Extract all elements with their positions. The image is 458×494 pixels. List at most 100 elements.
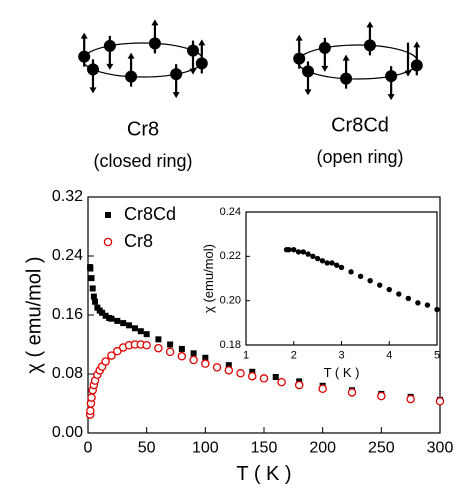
point — [154, 343, 163, 353]
arrow-head — [304, 89, 312, 96]
point — [142, 340, 151, 350]
y-axis-title: χ ( emu/mol ) — [23, 256, 45, 373]
point — [435, 397, 445, 406]
point — [87, 393, 96, 402]
ring — [82, 42, 204, 78]
point — [99, 309, 106, 316]
point — [249, 368, 256, 375]
y-tick-label: 0.24 — [220, 206, 241, 218]
arrow-head — [404, 70, 412, 77]
point — [212, 363, 222, 372]
y-tick-label: 0.24 — [52, 247, 83, 264]
point — [102, 312, 109, 319]
point — [405, 295, 412, 302]
ion — [385, 70, 398, 83]
ion — [78, 50, 91, 63]
arrow-head — [172, 92, 180, 99]
ion — [86, 63, 99, 76]
ring-name: Cr8 — [127, 118, 159, 140]
point — [107, 351, 116, 360]
ion — [187, 44, 200, 57]
point — [434, 306, 440, 313]
point — [88, 275, 95, 282]
x-tick-label: 2 — [291, 349, 297, 361]
x-tick-label: 50 — [138, 439, 156, 456]
point — [272, 373, 279, 380]
point — [236, 369, 245, 378]
legend-marker — [103, 237, 113, 247]
legend-marker — [105, 212, 111, 218]
point — [415, 300, 421, 306]
point — [178, 345, 185, 352]
point — [113, 346, 122, 356]
point — [202, 354, 209, 361]
ring-diagrams — [78, 19, 423, 101]
plot-frame — [245, 211, 438, 346]
point — [357, 273, 364, 279]
y-tick-label: 0.00 — [52, 424, 83, 441]
arrow-head — [106, 63, 114, 70]
ion — [170, 68, 183, 81]
point — [347, 388, 357, 397]
point — [167, 341, 174, 348]
ion — [363, 39, 376, 52]
point — [406, 394, 415, 404]
point — [155, 336, 162, 343]
point — [90, 293, 97, 300]
point — [324, 260, 330, 266]
point — [334, 262, 340, 268]
point — [338, 264, 345, 271]
point — [294, 380, 304, 390]
x-tick-label: 1 — [243, 349, 249, 361]
point — [165, 347, 175, 357]
point — [396, 291, 402, 297]
y-tick-label: 0.08 — [52, 365, 83, 382]
y-axis-title: χ (emu/mol) — [201, 244, 216, 313]
point — [424, 302, 431, 308]
point — [367, 278, 373, 284]
arrow-head — [413, 41, 421, 48]
point — [108, 315, 115, 322]
point — [300, 249, 306, 255]
arrow-head — [89, 87, 97, 94]
arrow-head — [198, 39, 206, 46]
point — [143, 331, 150, 338]
point — [201, 359, 210, 368]
point — [329, 260, 335, 266]
point — [89, 285, 96, 292]
point — [225, 362, 232, 369]
ion — [301, 65, 314, 78]
point — [314, 255, 321, 262]
point — [101, 357, 110, 366]
ring-note: (closed ring) — [93, 151, 192, 171]
x-tick-label: 5 — [434, 349, 440, 361]
x-tick-label: 0 — [84, 439, 93, 456]
x-tick-label: 100 — [192, 439, 219, 456]
x-axis-title: T ( K ) — [236, 463, 291, 485]
point — [177, 352, 187, 361]
y-tick-label: 0.20 — [220, 295, 241, 307]
point — [295, 249, 302, 255]
arrow-head — [295, 34, 303, 41]
y-tick-label: 0.32 — [52, 188, 83, 205]
point — [310, 253, 316, 260]
point — [248, 371, 257, 381]
x-tick-label: 150 — [251, 439, 278, 456]
point — [137, 328, 144, 335]
point — [377, 282, 383, 288]
point — [120, 320, 127, 327]
point — [126, 322, 133, 329]
y-tick-label: 0.22 — [220, 250, 241, 262]
x-tick-label: 200 — [309, 439, 336, 456]
ring — [297, 44, 419, 80]
point — [131, 325, 138, 332]
point — [224, 366, 234, 375]
ion — [103, 39, 116, 52]
point — [291, 246, 297, 253]
point — [386, 286, 392, 293]
ion — [410, 59, 423, 72]
arrow-head — [321, 65, 329, 72]
point — [319, 258, 326, 264]
